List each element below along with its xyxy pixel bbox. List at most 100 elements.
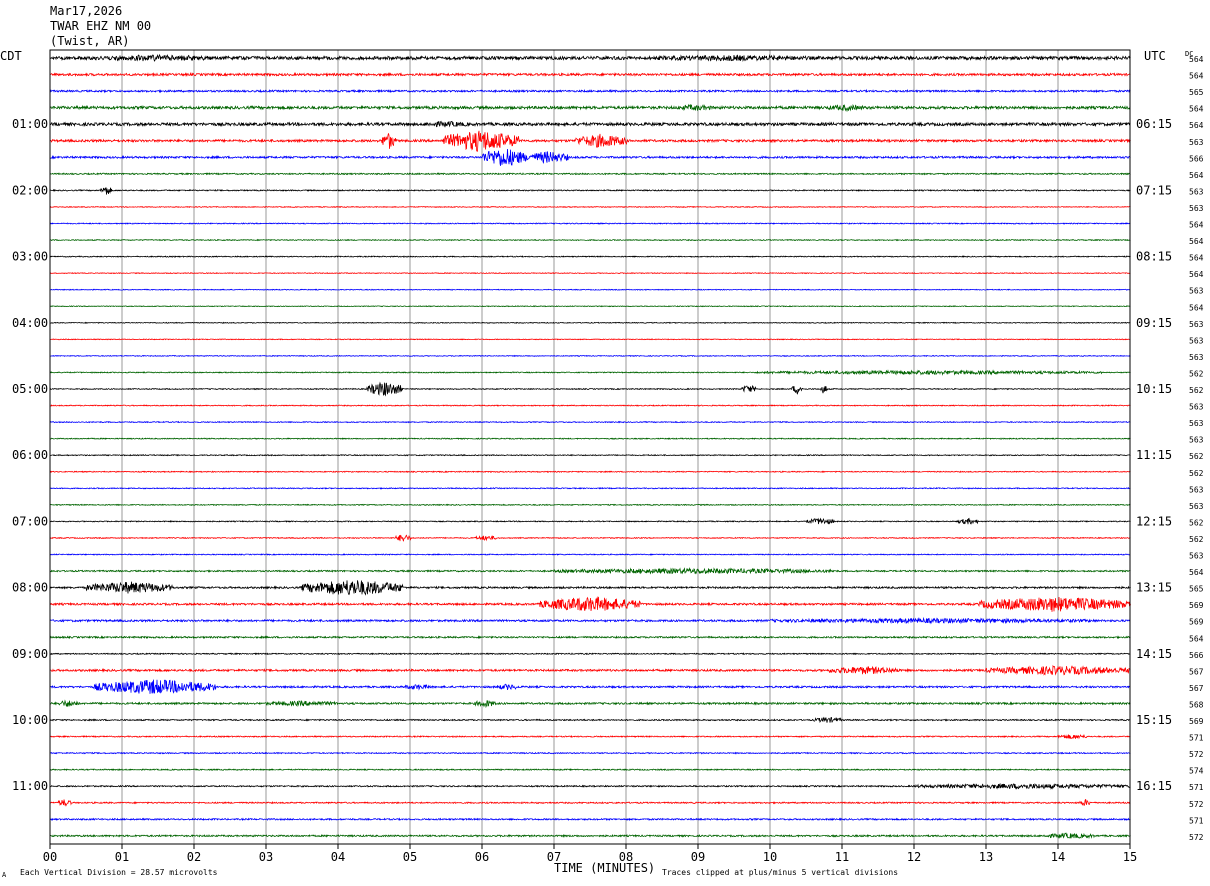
dc-offset-value: 569 [1189, 717, 1204, 726]
trace-row [49, 148, 1131, 166]
trace-row [49, 272, 1131, 275]
dc-offset-value: 571 [1189, 816, 1204, 825]
dc-offset-value: 566 [1189, 154, 1204, 163]
right-hour-label: 13:15 [1136, 581, 1172, 595]
trace-row [49, 553, 1131, 556]
dc-offset-value: 563 [1189, 204, 1204, 213]
x-tick-label: 13 [979, 850, 993, 864]
trace-row [49, 596, 1131, 612]
dc-offset-value: 564 [1189, 55, 1204, 64]
trace-row [49, 321, 1131, 324]
footer-scale-note: Each Vertical Division = 28.57 microvolt… [20, 868, 218, 877]
trace-row [49, 664, 1131, 676]
dc-offset-value: 563 [1189, 485, 1204, 494]
dc-offset-value: 562 [1189, 452, 1204, 461]
dc-offset-value: 563 [1189, 552, 1204, 561]
dc-offset-value: 567 [1189, 667, 1204, 676]
x-tick-label: 02 [187, 850, 201, 864]
dc-offset-value: 564 [1189, 254, 1204, 263]
trace-row [49, 404, 1131, 407]
dc-offset-value: 566 [1189, 651, 1204, 660]
x-tick-label: 11 [835, 850, 849, 864]
x-axis-label: TIME (MINUTES) [554, 861, 655, 875]
trace-row [49, 799, 1131, 807]
dc-offset-value: 567 [1189, 684, 1204, 693]
station-location: (Twist, AR) [50, 34, 130, 48]
dc-offset-value: 565 [1189, 88, 1204, 97]
dc-offset-value: 569 [1189, 601, 1204, 610]
dc-offset-value: 562 [1189, 518, 1204, 527]
plot-date: Mar17,2026 [50, 4, 123, 18]
x-tick-label: 07 [547, 850, 561, 864]
right-hour-label: 14:15 [1136, 647, 1172, 661]
dc-offset-value: 564 [1189, 121, 1204, 130]
trace-row [49, 503, 1131, 507]
dc-offset-value: 563 [1189, 336, 1204, 345]
trace-row [49, 652, 1131, 656]
trace-row [49, 832, 1131, 840]
dc-column-header: DC [1185, 50, 1193, 58]
x-tick-label: 05 [403, 850, 417, 864]
dc-offset-value: 562 [1189, 369, 1204, 378]
dc-offset-value: 564 [1189, 568, 1204, 577]
x-tick-label: 01 [115, 850, 129, 864]
trace-row [49, 616, 1131, 625]
footer-mark: A [2, 871, 7, 879]
dc-offset-value: 563 [1189, 436, 1204, 445]
left-hour-label: 09:00 [12, 647, 48, 661]
right-hour-label: 16:15 [1136, 779, 1172, 793]
right-hour-label: 08:15 [1136, 250, 1172, 264]
dc-offset-value: 563 [1189, 138, 1204, 147]
left-hour-label: 04:00 [12, 316, 48, 330]
x-tick-label: 03 [259, 850, 273, 864]
dc-offset-value: 572 [1189, 833, 1204, 842]
dc-offset-value: 564 [1189, 270, 1204, 279]
trace-row [50, 172, 1131, 176]
right-hour-label: 07:15 [1136, 183, 1172, 197]
x-tick-label: 00 [43, 850, 57, 864]
trace-row [49, 369, 1131, 376]
right-hour-label: 06:15 [1136, 117, 1172, 131]
trace-row [49, 470, 1131, 474]
footer-clip-note: Traces clipped at plus/minus 5 vertical … [662, 868, 898, 877]
left-hour-label: 02:00 [12, 183, 48, 197]
x-tick-label: 06 [475, 850, 489, 864]
dc-offset-value: 574 [1189, 767, 1204, 776]
trace-row [49, 817, 1131, 822]
right-time-labels: 06:15 07:15 08:15 09:15 10:15 11:15 12:15 13:15… [1136, 117, 1172, 793]
dc-offset-value: 572 [1189, 800, 1204, 809]
dc-offset-value: 569 [1189, 618, 1204, 627]
dc-offset-value: 572 [1189, 750, 1204, 759]
left-hour-label: 06:00 [12, 448, 48, 462]
trace-row [49, 88, 1131, 94]
trace-row [49, 288, 1131, 291]
dc-offset-value: 563 [1189, 287, 1204, 296]
trace-row [49, 420, 1131, 424]
trace-row [49, 534, 1131, 542]
right-timezone-label: UTC [1144, 49, 1166, 63]
right-hour-label: 12:15 [1136, 514, 1172, 528]
right-hour-label: 11:15 [1136, 448, 1172, 462]
trace-row [49, 699, 1131, 709]
dc-offset-value: 564 [1189, 105, 1204, 114]
right-hour-label: 15:15 [1136, 713, 1172, 727]
plot-frame [49, 49, 1131, 845]
dc-offset-value: 568 [1189, 700, 1204, 709]
right-hour-label: 10:15 [1136, 382, 1172, 396]
trace-row [49, 103, 1131, 113]
right-hour-label: 09:15 [1136, 316, 1172, 330]
trace-row [49, 486, 1131, 490]
trace-row [49, 187, 1131, 195]
trace-row [49, 453, 1131, 457]
trace-row [49, 205, 1131, 208]
dc-offset-value: 562 [1189, 386, 1204, 395]
x-tick-label: 04 [331, 850, 345, 864]
trace-row [49, 222, 1131, 225]
dc-offset-value: 565 [1189, 585, 1204, 594]
trace-row [49, 437, 1131, 440]
left-time-labels: 01:00 02:00 03:00 04:00 05:00 06:00 07:00 08:00… [12, 117, 48, 793]
dc-offset-value: 563 [1189, 419, 1204, 428]
trace-row [49, 517, 1131, 525]
trace-row [49, 751, 1131, 755]
